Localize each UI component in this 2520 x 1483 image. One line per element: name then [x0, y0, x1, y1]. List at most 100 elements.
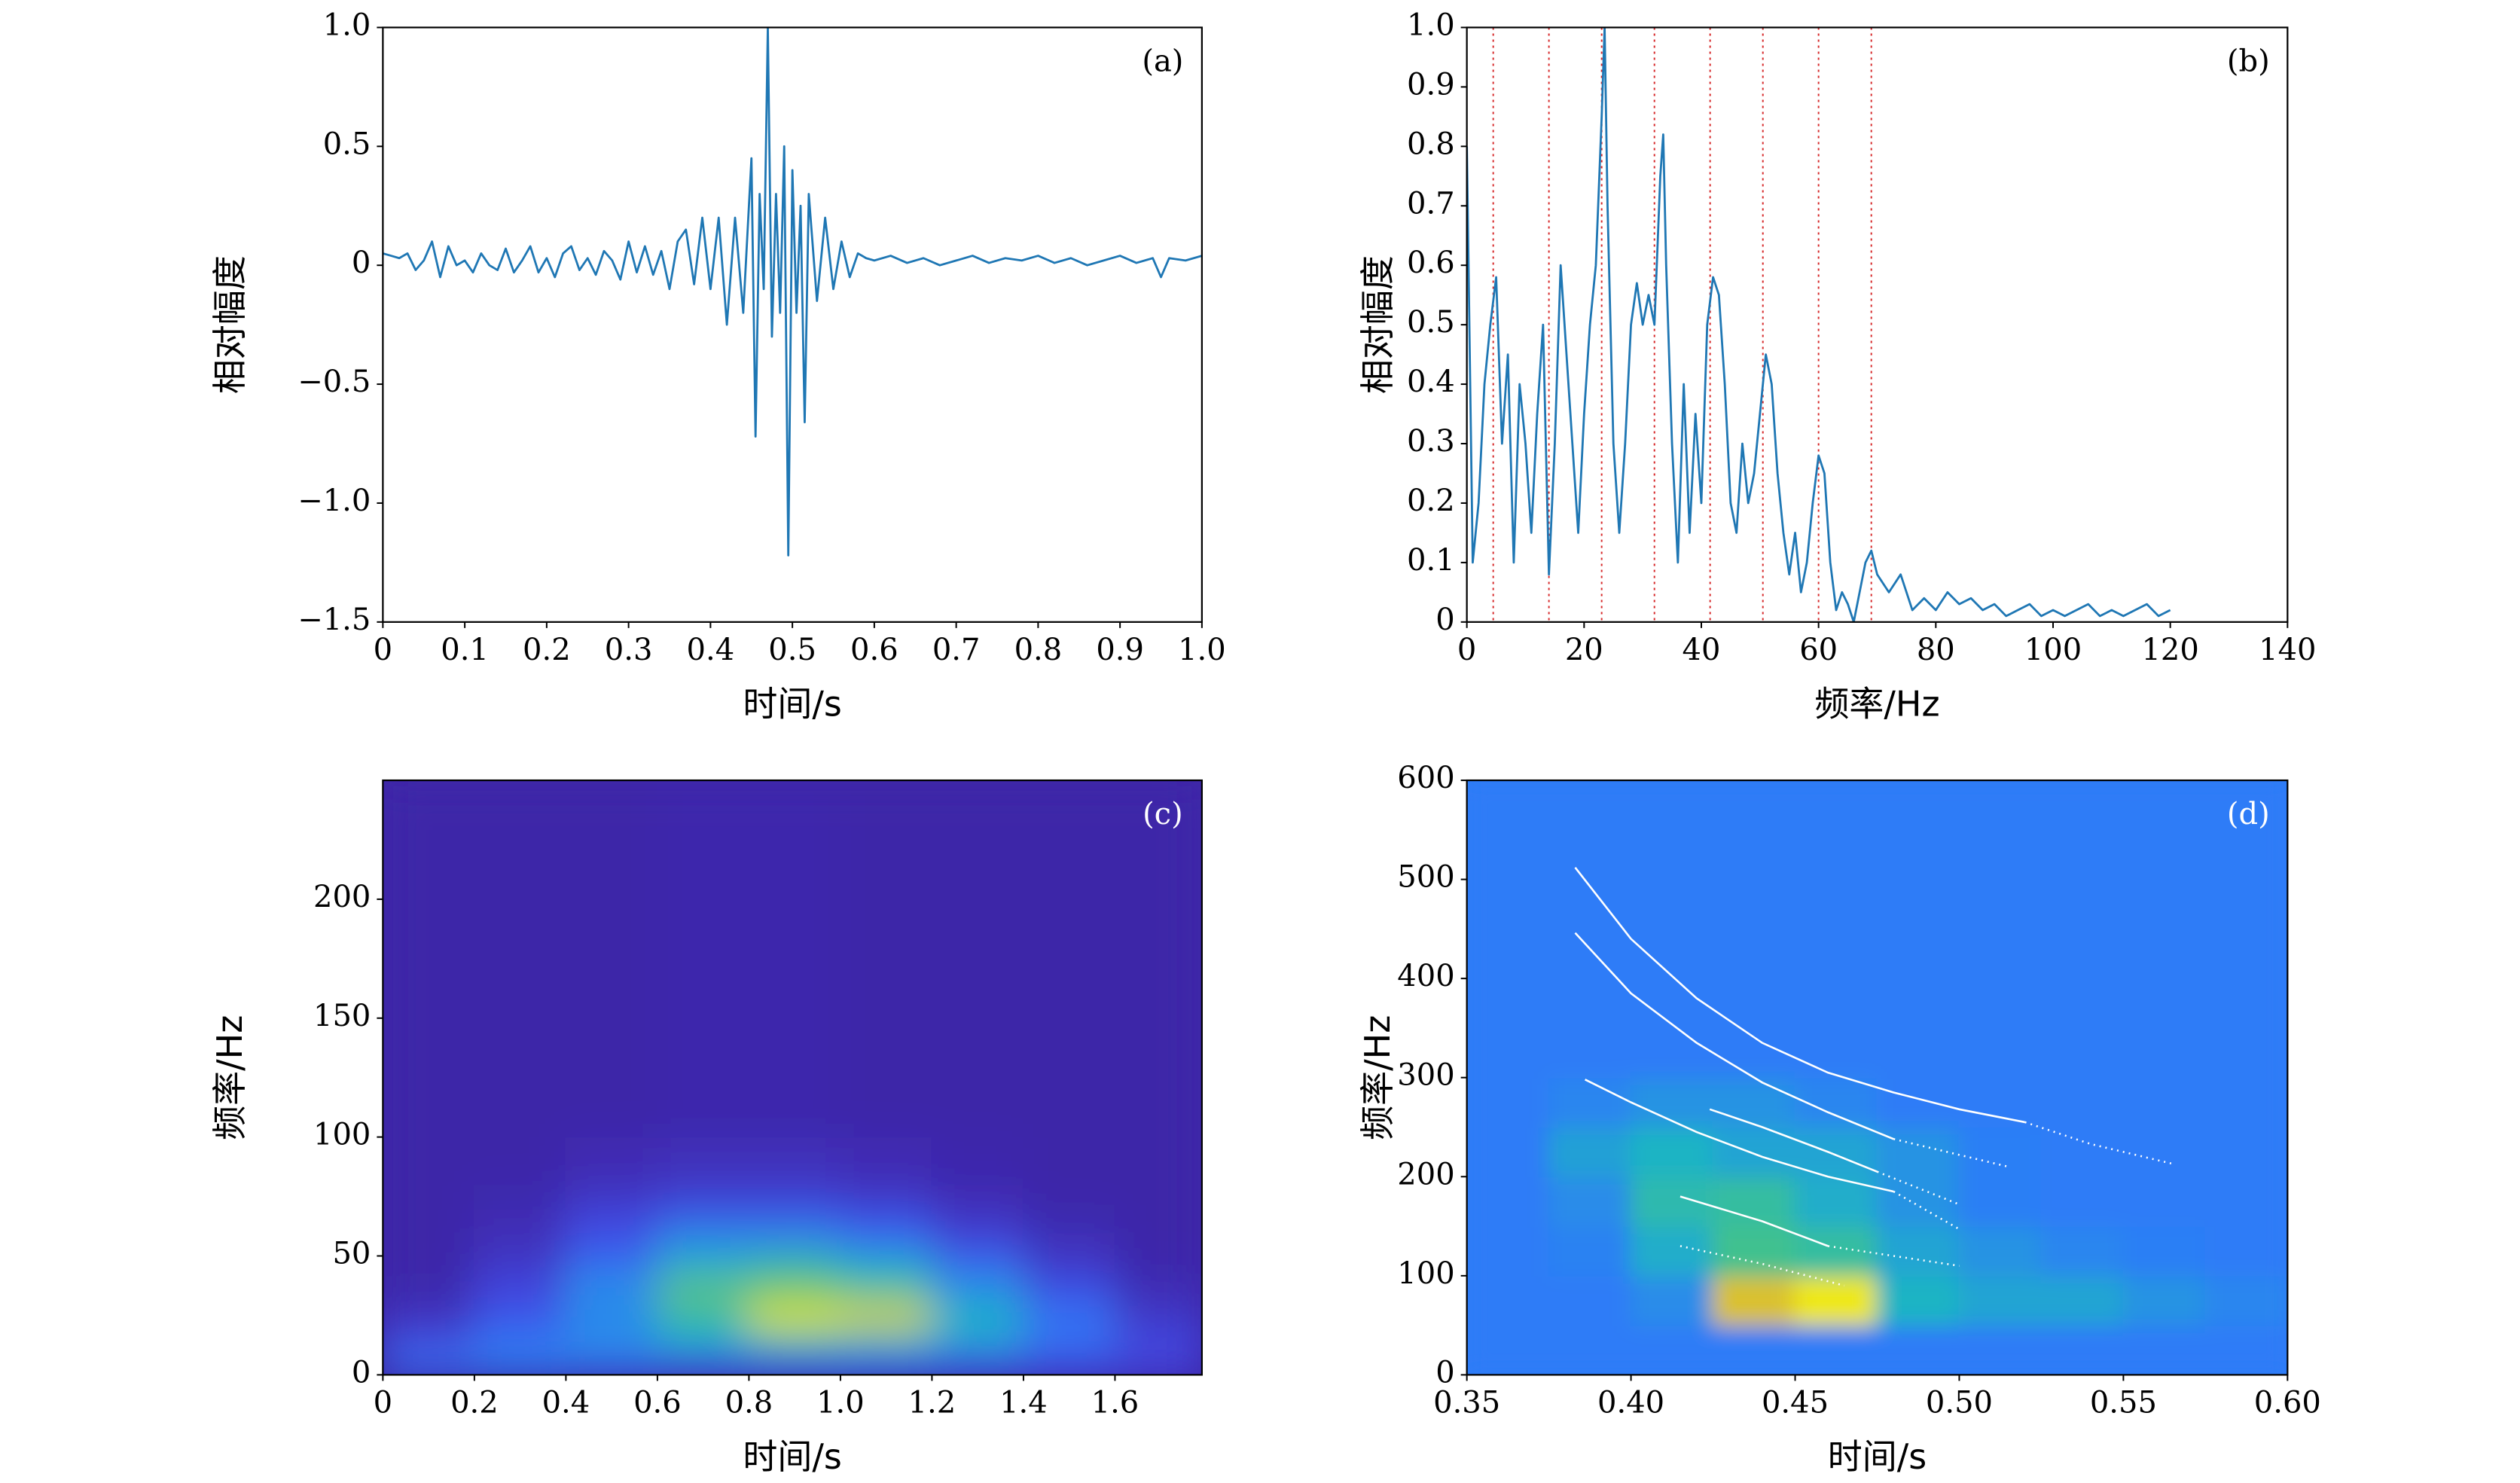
x-axis-label: 频率/Hz	[1814, 683, 1939, 724]
heatmap-cell	[1022, 1255, 1116, 1281]
x-tick-label: 0.4	[687, 633, 735, 667]
heatmap-cell	[2204, 1324, 2288, 1375]
heatmap-cell	[1876, 1126, 1960, 1178]
heatmap-cell	[565, 1350, 658, 1375]
heatmap-cell	[2040, 780, 2125, 1079]
heatmap-cell	[473, 1350, 567, 1375]
heatmap-cell	[1022, 1279, 1116, 1304]
heatmap-cell	[656, 1279, 750, 1304]
heatmap-cell	[2122, 1076, 2207, 1128]
heatmap-cell	[839, 1255, 933, 1281]
y-tick-label: 200	[1397, 1157, 1454, 1192]
heatmap-cell	[2040, 1126, 2125, 1178]
heatmap-cell	[1466, 1225, 1550, 1277]
x-tick-label: 0.8	[725, 1385, 773, 1420]
heatmap-cell	[565, 1136, 658, 1185]
heatmap-cell	[656, 1231, 750, 1257]
heatmap-cell	[748, 1231, 841, 1257]
y-tick-label: 0.8	[1407, 127, 1455, 161]
heatmap	[1466, 780, 2288, 1375]
heatmap-cell	[1712, 1274, 1796, 1326]
heatmap-cell	[2122, 1126, 2207, 1178]
heatmap-cell	[1466, 1126, 1550, 1178]
y-tick-label: 0	[352, 246, 371, 280]
ridge-curve	[1893, 1190, 1960, 1231]
heatmap-cell	[748, 1279, 841, 1304]
panel-label: (d)	[2227, 797, 2270, 832]
heatmap-cell	[565, 1279, 658, 1304]
axes-frame	[382, 26, 1203, 623]
x-tick-label: 140	[2259, 633, 2316, 667]
heatmap-cell	[931, 1207, 1024, 1233]
y-tick-label: 1.0	[323, 8, 371, 42]
heatmap-cell	[1958, 1076, 2043, 1128]
y-tick-label: 0.9	[1407, 67, 1455, 102]
heatmap-cell	[1958, 1324, 2043, 1375]
y-tick-label: −1.5	[297, 603, 371, 637]
heatmap-cell	[2204, 780, 2288, 1079]
y-tick-label: 500	[1397, 860, 1454, 895]
heatmap-cell	[383, 1207, 475, 1233]
heatmap-cell	[1466, 1324, 1550, 1375]
heatmap-cell	[1022, 780, 1116, 1138]
heatmap-cell	[1794, 1176, 1878, 1228]
heatmap-cell	[2040, 1274, 2125, 1326]
heatmap-cell	[1114, 1231, 1202, 1257]
heatmap-cell	[565, 1255, 658, 1281]
heatmap-cell	[473, 1279, 567, 1304]
panel-label: (b)	[2227, 44, 2270, 78]
heatmap-cell	[1466, 1076, 1550, 1128]
y-tick-label: 0.5	[323, 127, 371, 161]
heatmap-cell	[1630, 1176, 1714, 1228]
heatmap-cell	[1876, 1324, 1960, 1375]
x-tick-label: 0.2	[450, 1385, 499, 1420]
x-tick-label: 0.5	[768, 633, 816, 667]
y-axis-label: 相对幅度	[209, 255, 250, 394]
y-tick-label: −0.5	[297, 365, 371, 399]
y-tick-label: 150	[313, 999, 371, 1033]
heatmap-cell	[1794, 780, 1878, 1079]
x-tick-label: 0.8	[1014, 633, 1063, 667]
ridge-curve	[1827, 1245, 1960, 1267]
heatmap-cell	[2204, 1126, 2288, 1178]
heatmap-cell	[839, 1207, 933, 1233]
heatmap-cell	[748, 1302, 841, 1329]
heatmap-cell	[1712, 1076, 1796, 1128]
heatmap-cell	[2204, 1176, 2288, 1228]
heatmap-cell	[839, 1350, 933, 1375]
heatmap-cell	[839, 780, 933, 1138]
x-tick-label: 0.60	[2254, 1385, 2321, 1420]
y-tick-label: −1.0	[297, 484, 371, 518]
x-tick-label: 0	[374, 633, 392, 667]
heatmap-cell	[1114, 1326, 1202, 1352]
heatmap-cell	[2122, 1324, 2207, 1375]
y-axis-label: 相对幅度	[1357, 255, 1398, 394]
heatmap-cell	[1548, 1324, 1632, 1375]
heatmap-cell	[1712, 780, 1796, 1079]
heatmap-cell	[656, 780, 750, 1138]
heatmap-cell	[1630, 1225, 1714, 1277]
heatmap-cell	[1630, 780, 1714, 1079]
heatmap-cell	[839, 1136, 933, 1185]
x-tick-label: 40	[1683, 633, 1721, 667]
heatmap-cell	[473, 1183, 567, 1210]
heatmap-cell	[1794, 1225, 1878, 1277]
y-tick-label: 0.6	[1407, 246, 1455, 280]
x-tick-label: 1.0	[1178, 633, 1226, 667]
heatmap-cell	[656, 1207, 750, 1233]
heatmap-cell	[748, 1136, 841, 1185]
heatmap-cell	[1022, 1350, 1116, 1375]
heatmap-cell	[1466, 780, 1550, 1079]
heatmap-cell	[839, 1183, 933, 1210]
heatmap-cell	[1630, 1126, 1714, 1178]
heatmap-cell	[1114, 1350, 1202, 1375]
heatmap-cell	[1466, 1274, 1550, 1326]
x-tick-label: 0.35	[1433, 1385, 1500, 1420]
heatmap-cell	[1958, 1176, 2043, 1228]
heatmap-cell	[2204, 1076, 2288, 1128]
heatmap-cell	[2040, 1225, 2125, 1277]
heatmap-cell	[1114, 1255, 1202, 1281]
heatmap-cell	[565, 1183, 658, 1210]
signal-line	[1466, 27, 2171, 622]
